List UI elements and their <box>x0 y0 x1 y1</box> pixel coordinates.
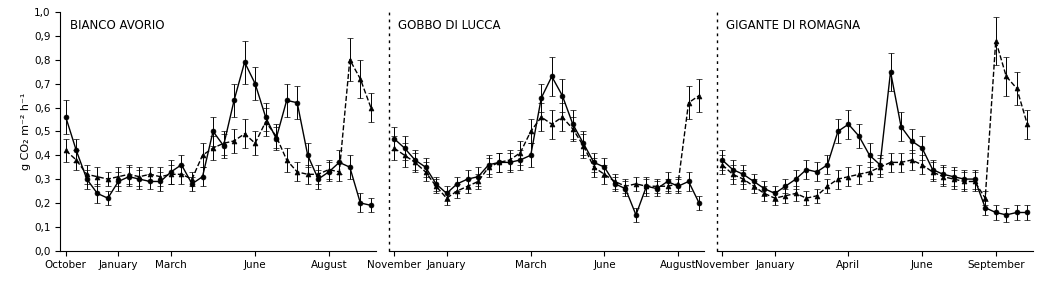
Text: BIANCO AVORIO: BIANCO AVORIO <box>70 19 165 32</box>
Y-axis label: g CO₂ m⁻² h⁻¹: g CO₂ m⁻² h⁻¹ <box>22 93 31 170</box>
Text: GIGANTE DI ROMAGNA: GIGANTE DI ROMAGNA <box>726 19 860 32</box>
Text: GOBBO DI LUCCA: GOBBO DI LUCCA <box>398 19 501 32</box>
